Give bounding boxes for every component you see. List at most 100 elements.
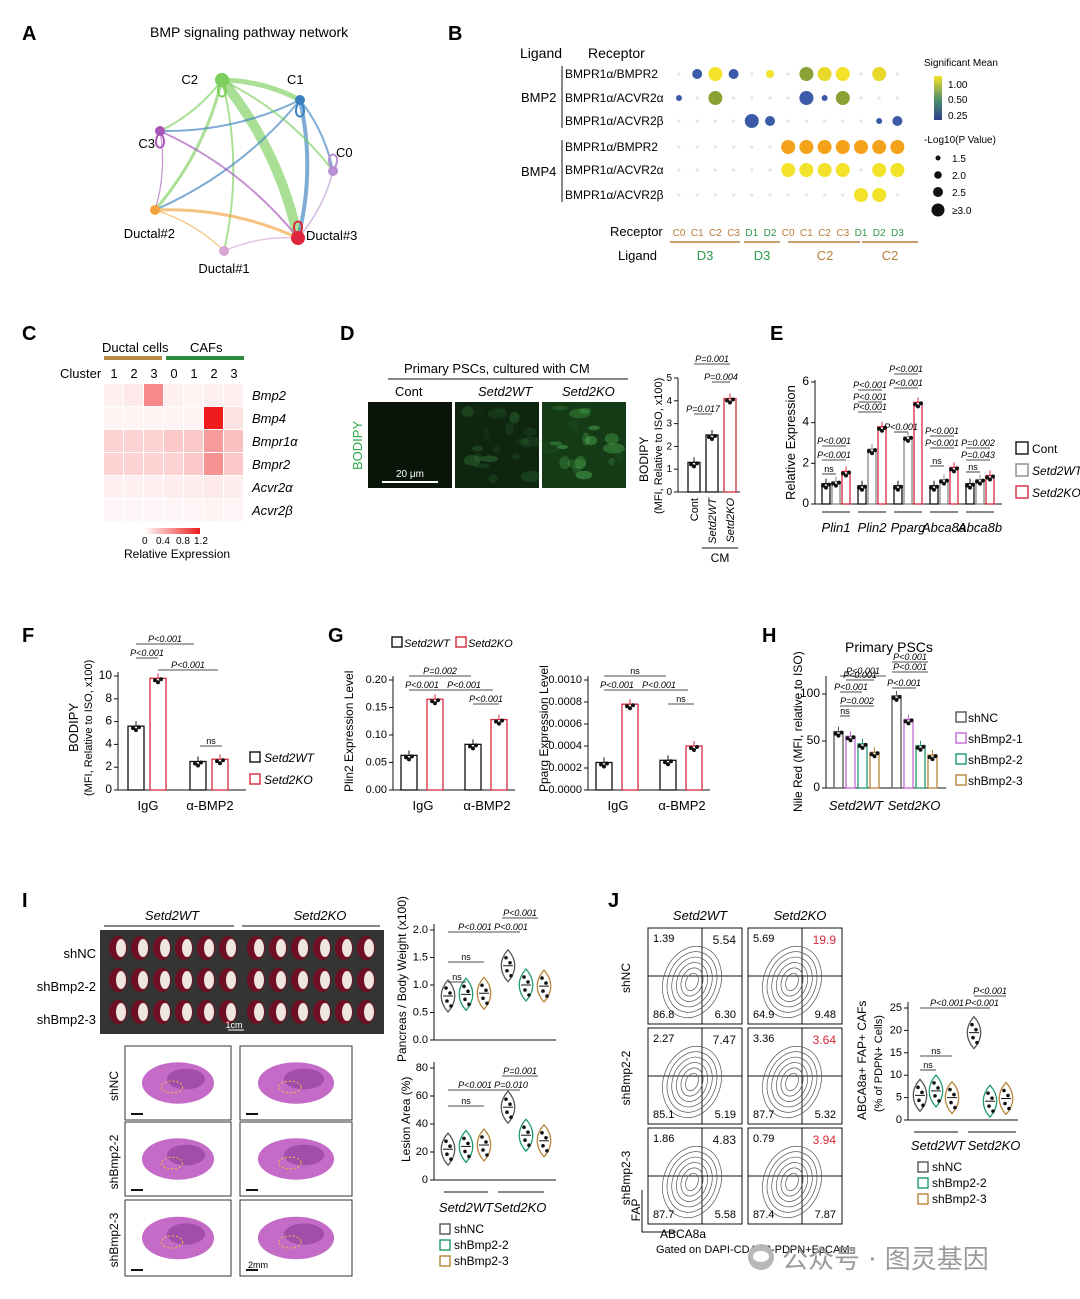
point-mark [466, 1141, 470, 1146]
point-mark [485, 1153, 489, 1157]
y-axis-label: Pparg Expression Level [537, 665, 551, 792]
col-label: Setd2WT [145, 908, 200, 923]
network-edge [223, 236, 299, 252]
heatmap-cell [164, 453, 183, 475]
point-mark [509, 973, 513, 978]
cell-fluorescence [463, 455, 481, 466]
point-mark [906, 721, 911, 726]
flow-row-label: shBmp2-3 [619, 1150, 633, 1205]
cell-fluorescence [604, 433, 619, 445]
contour-line [775, 1062, 809, 1102]
pvalue-label: P<0.001 [930, 998, 964, 1008]
point-mark [860, 745, 865, 750]
point-mark [430, 699, 434, 704]
point-mark [663, 760, 667, 765]
legend-label: shBmp2-3 [932, 1192, 987, 1206]
y-tick-label: 6 [105, 714, 112, 728]
dot-mark [817, 67, 832, 81]
point-mark [927, 755, 932, 760]
point-mark [880, 428, 884, 433]
network-node [328, 166, 338, 176]
heatmap-cell [104, 499, 123, 521]
point-mark [847, 470, 851, 475]
pvalue-label: P<0.001 [889, 378, 923, 388]
point-mark [870, 451, 874, 456]
point-mark [917, 1098, 921, 1103]
heatmap-cell [144, 453, 163, 475]
contour-line [680, 967, 704, 997]
pvalue-label: P<0.001 [853, 392, 887, 402]
heatmap-cell [144, 476, 163, 498]
legend-label: Setd2WT [1032, 464, 1080, 478]
contour-line [766, 951, 818, 1013]
pancreas-highlight [204, 1003, 214, 1021]
node-label: Ductal#3 [306, 228, 357, 243]
quadrant-value: 1.86 [653, 1133, 674, 1145]
contour-line [780, 967, 804, 997]
pvalue-label: P<0.001 [846, 666, 880, 676]
point-mark [545, 1149, 549, 1153]
y-tick-label: 0 [105, 782, 112, 796]
ligand-label: BMP2 [521, 90, 556, 105]
y-tick-label: 20 [890, 1024, 902, 1036]
pvalue-label: P<0.001 [130, 648, 164, 658]
cell-fluorescence [582, 432, 590, 446]
y-tick-label: 1.0 [413, 979, 428, 991]
contour-line [662, 945, 722, 1019]
column-tick: C2 [818, 228, 831, 239]
point-mark [196, 763, 200, 768]
cluster-tick: 2 [210, 366, 217, 381]
pvalue-label: P<0.001 [458, 1080, 492, 1090]
quadrant-value: 5.58 [715, 1209, 736, 1221]
dot-mark [835, 163, 850, 177]
y-axis-label: Pancreas / Body Weight (x100) [395, 896, 409, 1062]
point-mark [522, 1125, 526, 1129]
point-mark [971, 1035, 975, 1040]
cell-fluorescence [566, 459, 586, 469]
bar-mark [891, 695, 902, 789]
flow-x-label: ABCA8a [660, 1227, 706, 1241]
ductal-bracket [104, 356, 162, 360]
legend-label: shBmp2-2 [454, 1238, 509, 1252]
point-mark [505, 968, 509, 973]
point-mark [669, 759, 673, 764]
panel-h: H Primary PSCs 0 50 100 Setd2WT Setd2KO Nile … [762, 625, 1023, 813]
point-mark [481, 1148, 485, 1152]
cell-fluorescence [487, 408, 508, 419]
y-tick-label: 10 [99, 668, 113, 682]
point-mark [448, 1144, 452, 1148]
pancreas-highlight [342, 971, 352, 989]
color-scale-bar [934, 76, 942, 120]
point-mark [526, 980, 530, 984]
cell-fluorescence [568, 408, 591, 419]
flow-y-label: FAP [629, 1199, 643, 1222]
point-mark [955, 466, 959, 471]
legend-swatch [955, 711, 967, 723]
dot-mark [872, 140, 887, 154]
pancreas-highlight [204, 971, 214, 989]
heatmap-cell [164, 430, 183, 452]
grid-dot [841, 119, 845, 123]
point-mark [952, 469, 956, 474]
point-mark [159, 677, 163, 682]
point-mark [990, 1096, 994, 1100]
grid-dot [823, 119, 827, 123]
point-mark [444, 1139, 448, 1143]
y-tick-label: 100 [800, 686, 820, 700]
column-tick: D1 [855, 228, 868, 239]
point-mark [602, 764, 606, 769]
scale-tick-050: 0.50 [948, 95, 968, 106]
point-mark [481, 996, 485, 1001]
point-mark [899, 484, 903, 489]
size-label-3: 2.5 [952, 188, 966, 199]
point-mark [987, 1104, 991, 1108]
heatmap-cell [124, 453, 143, 475]
point-mark [869, 752, 874, 757]
bar-mark [127, 725, 145, 791]
y-tick-label: 8 [105, 691, 112, 705]
column-tick: C3 [836, 228, 849, 239]
grid-dot [677, 168, 681, 172]
contour-line [675, 962, 709, 1002]
pvalue-label: P<0.001 [458, 922, 492, 932]
row-label: shBmp2-3 [37, 1012, 96, 1027]
